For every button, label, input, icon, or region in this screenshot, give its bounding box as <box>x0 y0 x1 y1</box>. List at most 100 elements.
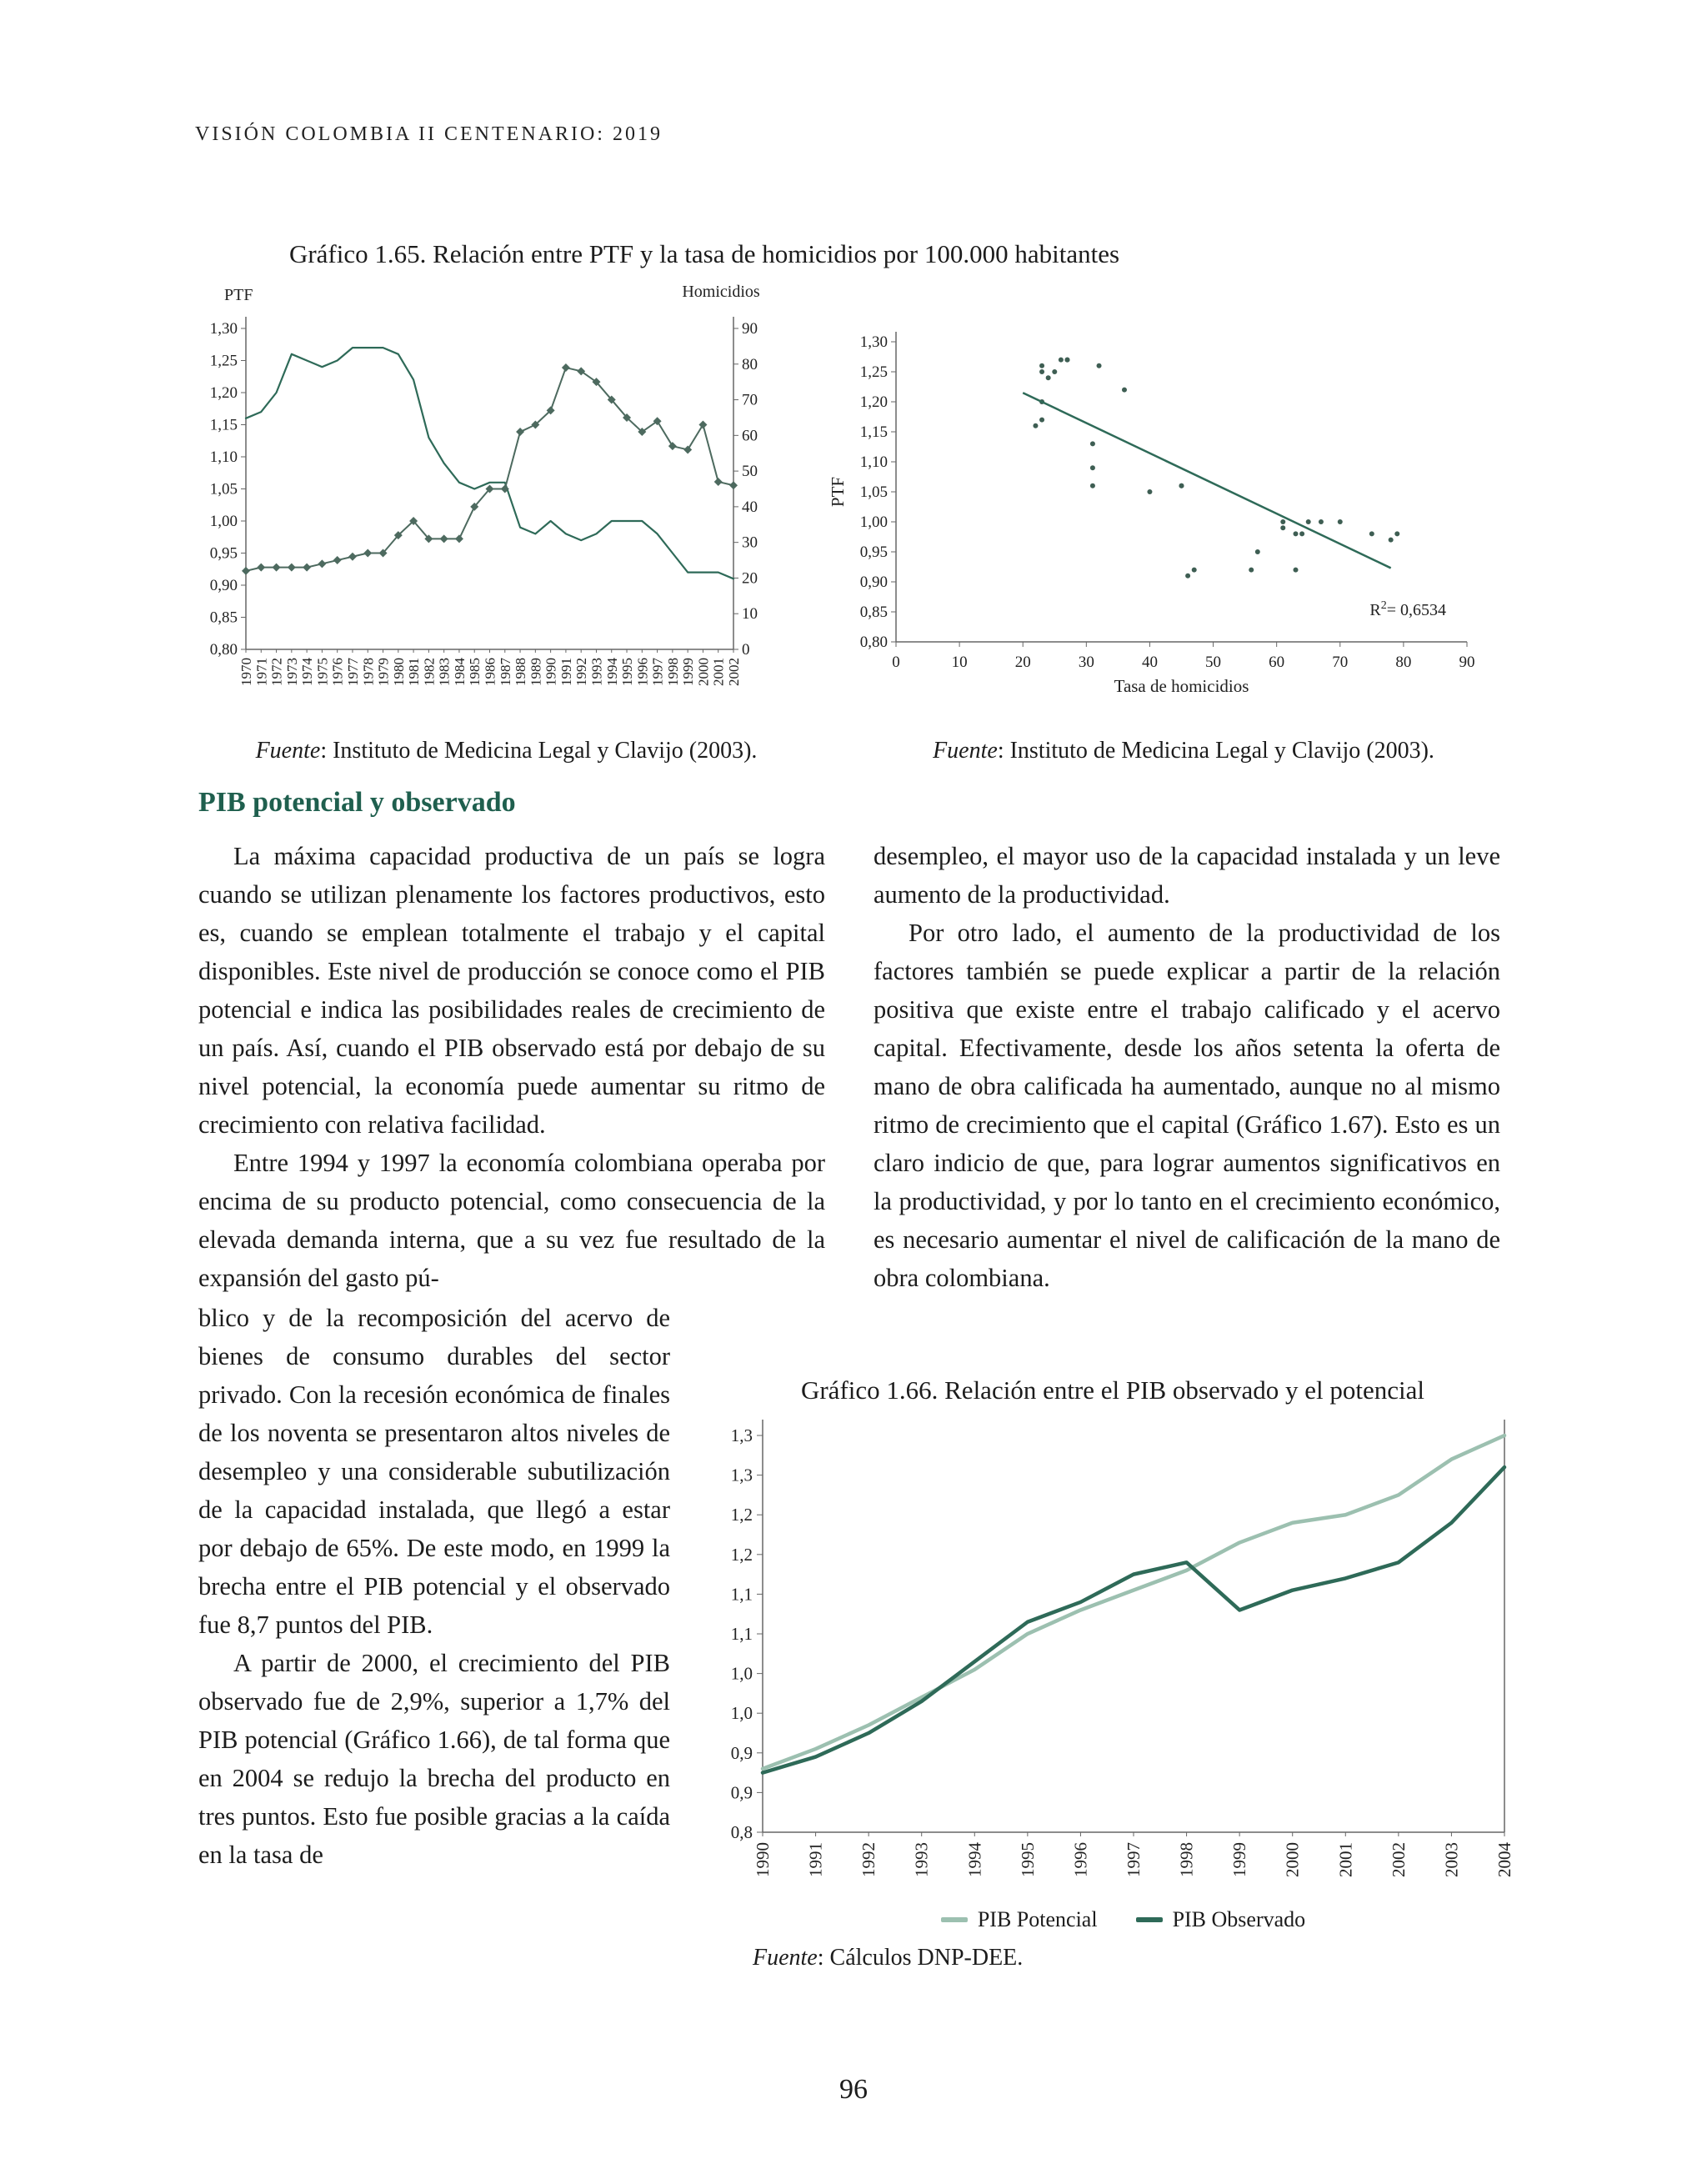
scatter-point <box>1089 465 1095 471</box>
svg-text:1994: 1994 <box>964 1842 984 1878</box>
left-column-upper: La máxima capacidad productiva de un paí… <box>198 837 825 1297</box>
running-header: VISIÓN COLOMBIA II CENTENARIO: 2019 <box>195 123 663 145</box>
chart1-svg: 1,30 1,25 1,20 1,15 1,10 1,05 1,00 0,95 0,90 0,85… <box>210 283 760 687</box>
scatter-point <box>1089 483 1095 488</box>
scatter-point <box>1147 489 1153 494</box>
homicidios-marker <box>303 563 312 572</box>
svg-text:1,2: 1,2 <box>731 1545 753 1565</box>
svg-text:1999: 1999 <box>1229 1842 1249 1877</box>
scatter-point <box>1318 519 1324 524</box>
svg-text:80: 80 <box>1395 654 1411 671</box>
scatter-point <box>1033 423 1039 428</box>
svg-text:2004: 2004 <box>1494 1842 1514 1878</box>
homicidios-marker <box>546 406 555 415</box>
svg-text:1,00: 1,00 <box>860 513 888 531</box>
svg-text:1987: 1987 <box>498 658 513 687</box>
homicidios-marker <box>683 445 693 454</box>
svg-text:20: 20 <box>1015 654 1031 671</box>
homicidios-marker <box>531 420 540 429</box>
svg-text:1,20: 1,20 <box>210 384 238 402</box>
homicidios-marker <box>607 395 616 404</box>
svg-text:1,0: 1,0 <box>731 1703 753 1723</box>
scatter-point <box>1045 375 1051 381</box>
page-number: 96 <box>839 2074 868 2105</box>
svg-text:1,3: 1,3 <box>731 1425 753 1445</box>
svg-text:1993: 1993 <box>588 658 604 686</box>
scatter-point <box>1058 357 1064 363</box>
svg-text:20: 20 <box>742 569 758 587</box>
svg-text:10: 10 <box>952 654 968 671</box>
svg-text:Homicidios: Homicidios <box>682 283 760 301</box>
scatter-point <box>1299 531 1305 537</box>
svg-text:0: 0 <box>892 654 900 671</box>
chart-ptf-homicidios-timeseries: 1,30 1,25 1,20 1,15 1,10 1,05 1,00 0,95 0,90 0,85… <box>188 280 825 734</box>
svg-text:1991: 1991 <box>558 658 574 686</box>
svg-text:30: 30 <box>1079 654 1094 671</box>
svg-text:1,25: 1,25 <box>860 363 888 381</box>
scatter-point <box>1039 363 1045 368</box>
svg-text:1,30: 1,30 <box>210 320 238 338</box>
svg-text:60: 60 <box>1269 654 1284 671</box>
homicidios-marker <box>424 534 433 543</box>
svg-text:1998: 1998 <box>665 658 681 686</box>
svg-text:80: 80 <box>742 356 758 373</box>
homicidios-marker <box>318 559 327 569</box>
scatter-point <box>1280 519 1286 524</box>
svg-text:1,05: 1,05 <box>210 481 238 498</box>
svg-text:0,85: 0,85 <box>210 609 238 627</box>
homicidios-marker <box>363 549 373 558</box>
svg-text:2001: 2001 <box>1335 1842 1355 1877</box>
scatter-point <box>1249 567 1254 573</box>
scatter-point <box>1064 357 1070 363</box>
svg-text:1980: 1980 <box>391 658 407 686</box>
svg-text:0,90: 0,90 <box>210 577 238 594</box>
scatter-point <box>1096 363 1102 368</box>
svg-text:0,8: 0,8 <box>731 1822 753 1842</box>
svg-text:1988: 1988 <box>513 658 528 686</box>
svg-text:40: 40 <box>1142 654 1158 671</box>
svg-text:50: 50 <box>742 463 758 480</box>
homicidios-marker <box>348 552 357 561</box>
figure66-source: Fuente: Cálculos DNP-DEE. <box>753 1945 1023 1971</box>
homicidios-marker <box>454 534 463 543</box>
scatter-point <box>1369 531 1374 537</box>
svg-text:1977: 1977 <box>345 658 361 687</box>
homicidios-marker <box>257 563 266 572</box>
r-squared-label: R2= 0,6534 <box>1369 599 1446 619</box>
homicidios-marker <box>516 428 525 437</box>
scatter-point <box>1388 537 1394 543</box>
homicidios-marker <box>333 556 342 565</box>
legend-item-observado: PIB Observado <box>1135 1907 1306 1932</box>
source-word: Fuente <box>753 1945 818 1971</box>
svg-text:2000: 2000 <box>1283 1842 1303 1877</box>
legend-swatch-potencial-icon <box>940 1917 968 1922</box>
homicidios-marker <box>439 534 448 543</box>
svg-text:1978: 1978 <box>360 658 376 686</box>
svg-text:1,1: 1,1 <box>731 1624 753 1644</box>
svg-text:1996: 1996 <box>634 658 650 686</box>
svg-text:90: 90 <box>742 320 758 338</box>
svg-text:0,95: 0,95 <box>210 545 238 563</box>
legend-label: PIB Observado <box>1172 1907 1306 1931</box>
scatter-point <box>1293 531 1299 537</box>
homicidios-marker <box>470 502 479 511</box>
scatter-point <box>1039 417 1045 423</box>
svg-text:60: 60 <box>742 427 758 444</box>
source-text: : Cálculos DNP-DEE. <box>817 1945 1024 1971</box>
svg-text:1,0: 1,0 <box>731 1664 753 1684</box>
svg-text:1999: 1999 <box>680 658 696 686</box>
svg-text:1990: 1990 <box>753 1842 773 1877</box>
scatter-point <box>1122 387 1127 393</box>
scatter-point <box>1337 519 1343 524</box>
homicidios-marker <box>393 531 403 540</box>
svg-text:1998: 1998 <box>1177 1842 1197 1877</box>
svg-text:1994: 1994 <box>604 658 620 687</box>
svg-text:0,80: 0,80 <box>210 641 238 659</box>
pib-potencial-line <box>760 1433 1507 1771</box>
homicidios-marker <box>623 413 632 422</box>
homicidios-marker <box>638 428 647 437</box>
svg-text:1,25: 1,25 <box>210 353 238 370</box>
scatter-point <box>1394 531 1400 537</box>
homicidios-marker <box>729 481 738 490</box>
